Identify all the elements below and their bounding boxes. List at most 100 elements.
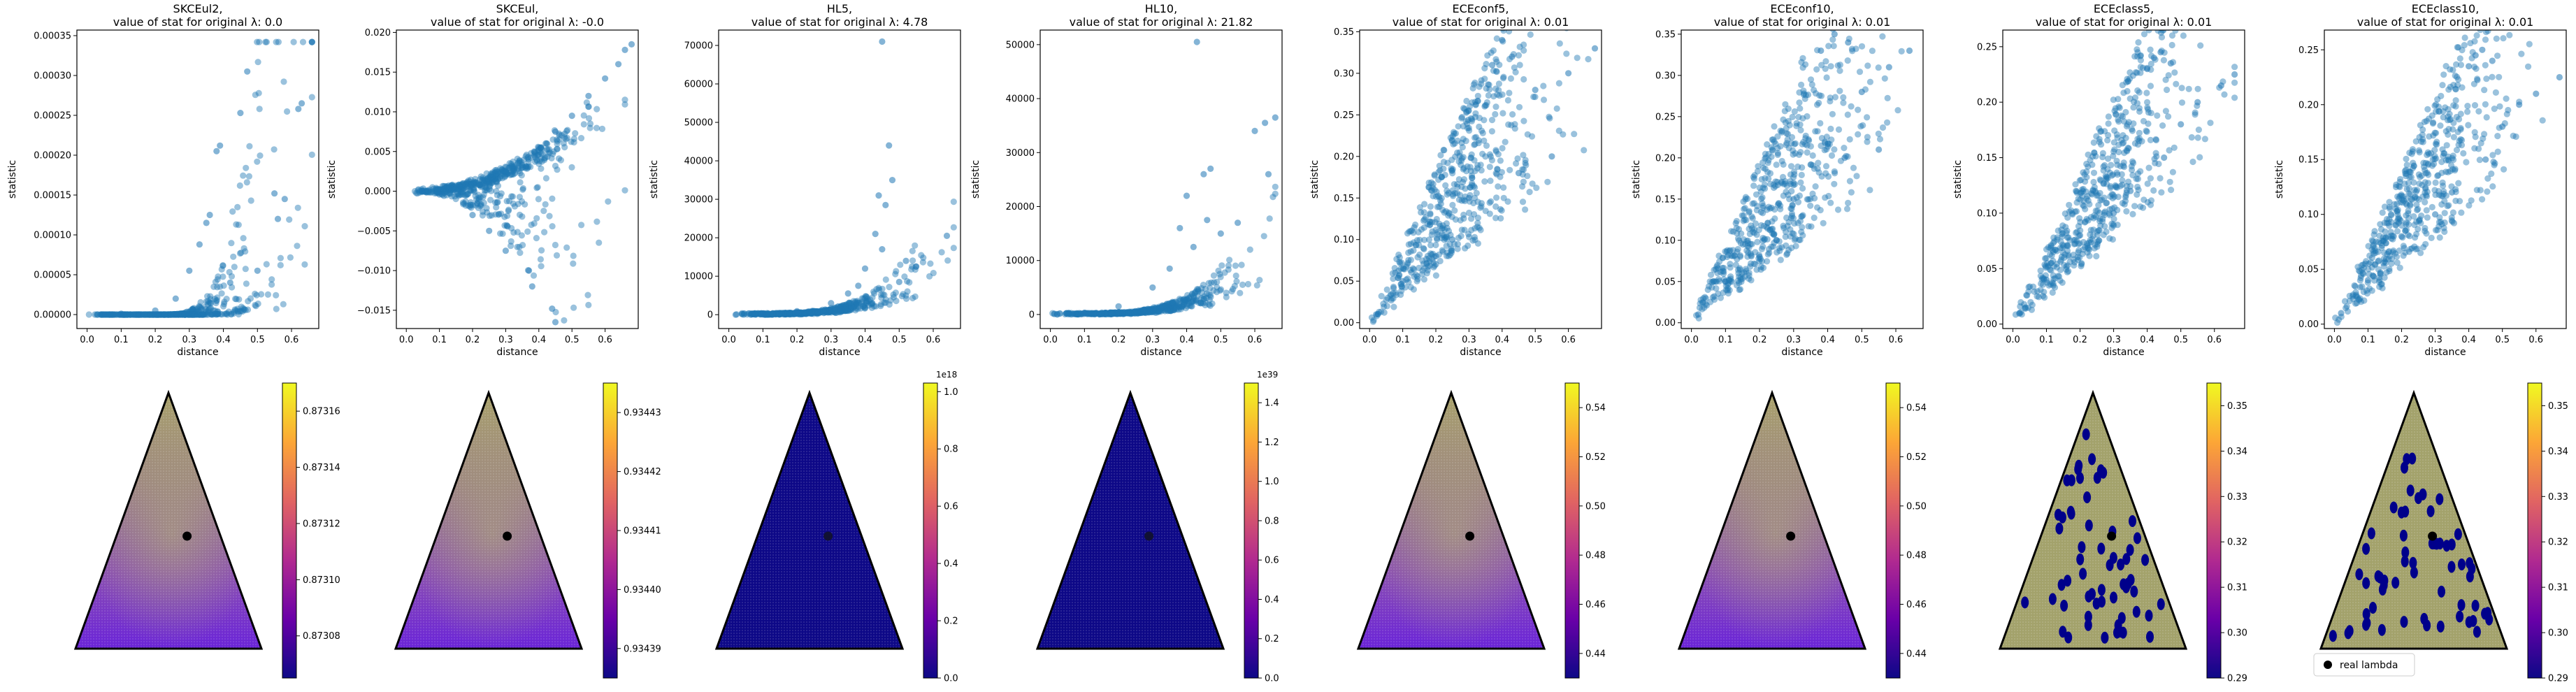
scatter-point xyxy=(93,311,100,318)
scatter-point xyxy=(1195,287,1202,294)
scatter-point xyxy=(1744,253,1751,260)
scatter-point xyxy=(519,185,527,192)
scatter-point xyxy=(1127,308,1134,315)
scatter-point xyxy=(1176,296,1183,303)
scatter-point xyxy=(470,186,477,193)
real-lambda-marker xyxy=(182,531,192,541)
scatter-point xyxy=(138,311,145,318)
scatter-point xyxy=(234,305,241,312)
scatter-point xyxy=(456,186,463,193)
scatter-point xyxy=(1459,144,1466,151)
scatter-point xyxy=(467,201,474,208)
scatter-point xyxy=(1762,175,1769,182)
scatter-points xyxy=(2332,30,2563,326)
x-tick-label: 0.1 xyxy=(114,335,129,345)
scatter-point xyxy=(1498,168,1505,175)
scatter-point xyxy=(1460,164,1467,171)
scatter-point xyxy=(1139,308,1146,315)
simplex-grid-texture xyxy=(717,393,902,649)
scatter-point xyxy=(192,308,199,315)
scatter-point xyxy=(1488,157,1495,164)
scatter-point xyxy=(459,182,466,189)
scatter-point xyxy=(443,183,450,190)
scatter-point xyxy=(489,169,496,176)
scatter-point xyxy=(220,301,228,308)
scatter-point xyxy=(561,134,568,141)
scatter-point xyxy=(808,308,816,316)
scatter-point xyxy=(1492,148,1499,155)
scatter-point xyxy=(1843,0,1849,3)
scatter-point xyxy=(456,182,463,189)
scatter-point xyxy=(1176,303,1183,311)
scatter-point xyxy=(2454,81,2461,89)
scatter-point xyxy=(2422,199,2429,206)
scatter-point xyxy=(1796,151,1803,158)
scatter-point xyxy=(152,307,159,314)
scatter-point xyxy=(1126,308,1133,315)
scatter-point xyxy=(1481,75,1488,82)
scatter-point xyxy=(225,308,232,315)
scatter-point xyxy=(1843,206,1851,212)
y-tick-label: 30000 xyxy=(684,195,713,206)
scatter-point xyxy=(1790,174,1797,181)
scatter-point xyxy=(769,311,776,318)
scatter-point xyxy=(879,291,886,298)
scatter-point xyxy=(2445,157,2452,164)
scatter-point xyxy=(444,185,452,192)
scatter-point xyxy=(445,187,453,194)
scatter-point xyxy=(806,310,813,317)
scatter-point xyxy=(1553,105,1560,112)
scatter-point xyxy=(1429,228,1436,235)
scatter-point xyxy=(538,155,545,162)
scatter-point xyxy=(1384,294,1391,301)
x-tick-label: 0.2 xyxy=(1429,335,1444,345)
scatter-point xyxy=(1454,137,1461,144)
scatter-point xyxy=(1495,80,1502,87)
scatter-point xyxy=(491,169,498,176)
x-tick-label: 0.3 xyxy=(182,335,196,345)
scatter-point xyxy=(1166,308,1173,315)
scatter-point xyxy=(159,311,166,318)
scatter-point xyxy=(1460,105,1467,112)
scatter-point xyxy=(855,282,862,289)
scatter-point xyxy=(2152,136,2159,143)
y-tick-label: 0.15 xyxy=(1334,194,1354,204)
scatter-point xyxy=(1734,266,1742,273)
scatter-point xyxy=(2043,264,2050,271)
scatter-point xyxy=(509,164,516,171)
scatter-point xyxy=(2090,169,2098,176)
scatter-point xyxy=(799,310,806,317)
scatter-point xyxy=(1760,185,1766,192)
colorbar-tick-label: 0.87314 xyxy=(303,463,340,473)
scatter-point xyxy=(2105,113,2112,120)
scatter-point xyxy=(872,231,879,238)
scatter-point xyxy=(2412,188,2419,195)
scatter-point xyxy=(2475,145,2482,152)
scatter-point xyxy=(181,311,189,318)
scatter-point xyxy=(554,145,561,152)
scatter-point xyxy=(1169,303,1176,310)
scatter-point xyxy=(830,308,837,315)
scatter-point xyxy=(1120,310,1127,317)
scatter-point xyxy=(173,310,180,317)
scatter-point xyxy=(533,215,540,222)
y-tick-label: 0.35 xyxy=(1334,27,1354,38)
scatter-point xyxy=(2475,108,2482,115)
scatter-point xyxy=(2059,222,2066,229)
colorbar-tick-label: 0.48 xyxy=(1585,551,1606,561)
scatter-point xyxy=(484,175,491,182)
x-tick-label: 0.0 xyxy=(399,335,414,345)
scatter-point xyxy=(131,311,138,318)
scatter-point xyxy=(466,203,473,210)
scatter-point xyxy=(171,311,178,318)
scatter-point xyxy=(1147,308,1155,315)
scatter-point xyxy=(2456,55,2463,62)
scatter-point xyxy=(480,180,487,187)
scatter-point xyxy=(1410,229,1417,236)
scatter-point xyxy=(774,310,781,317)
scatter-point xyxy=(887,297,894,304)
scatter-point xyxy=(840,305,847,312)
scatter-point xyxy=(1098,309,1105,316)
scatter-point xyxy=(233,296,240,303)
scatter-point xyxy=(203,298,210,305)
